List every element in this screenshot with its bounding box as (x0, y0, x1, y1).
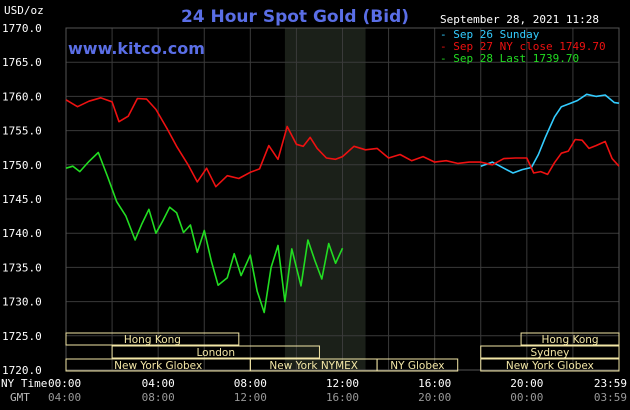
legend-item-sep27: - Sep 27 NY close 1749.70 (440, 40, 606, 53)
y-tick-label: 1725.0 (2, 330, 42, 343)
session-label: New York NYMEX (269, 360, 358, 372)
x-tick-ny: 16:00 (418, 377, 451, 390)
x-tick-gmt: 20:00 (418, 391, 451, 404)
y-tick-label: 1740.0 (2, 227, 42, 240)
x-tick-gmt: 04:00 (48, 391, 81, 404)
x-tick-ny: 20:00 (510, 377, 543, 390)
y-tick-label: 1760.0 (2, 90, 42, 103)
x-tick-gmt: 16:00 (326, 391, 359, 404)
session-bar (480, 358, 620, 372)
x-tick-gmt: 12:00 (234, 391, 267, 404)
session-label: New York Globex (114, 360, 202, 372)
session-label: NY Globex (390, 360, 444, 372)
x-tick-gmt: 08:00 (142, 391, 175, 404)
session-bar (480, 345, 620, 359)
series-line (480, 93, 620, 174)
series-line (65, 151, 344, 314)
x-tick-ny: 04:00 (142, 377, 175, 390)
x-tick-gmt: 03:59 (594, 391, 627, 404)
x-tick-gmt: 00:00 (510, 391, 543, 404)
series-line (65, 97, 620, 188)
session-bar (376, 358, 459, 372)
y-tick-label: 1720.0 (2, 364, 42, 377)
ny-time-row-label: NY Time (1, 377, 47, 390)
y-tick-label: 1730.0 (2, 296, 42, 309)
session-bar (65, 332, 240, 346)
chart-title: 24 Hour Spot Gold (Bid) (181, 7, 409, 27)
session-bar (111, 345, 320, 359)
x-tick-ny: 08:00 (234, 377, 267, 390)
y-tick-label: 1770.0 (2, 22, 42, 35)
x-tick-ny: 23:59 (594, 377, 627, 390)
session-label: Hong Kong (541, 334, 598, 346)
session-bar (520, 332, 620, 346)
session-label: Sydney (530, 347, 569, 359)
x-tick-ny: 12:00 (326, 377, 359, 390)
site-url: www.kitco.com (68, 39, 205, 58)
y-tick-label: 1765.0 (2, 56, 42, 69)
session-label: Hong Kong (124, 334, 181, 346)
y-tick-label: 1735.0 (2, 261, 42, 274)
session-label: London (197, 347, 236, 359)
timestamp: September 28, 2021 11:28 (440, 13, 599, 26)
plot-frame (65, 27, 620, 371)
y-axis-label: USD/oz (4, 4, 44, 17)
y-tick-label: 1755.0 (2, 125, 42, 138)
x-tick-ny: 00:00 (48, 377, 81, 390)
gmt-row-label: GMT (10, 391, 30, 404)
legend-item-sep26: - Sep 26 Sunday (440, 28, 540, 41)
session-label: New York Globex (506, 360, 594, 372)
legend-item-sep28: - Sep 28 Last 1739.70 (440, 52, 579, 65)
y-tick-label: 1750.0 (2, 159, 42, 172)
y-tick-label: 1745.0 (2, 193, 42, 206)
